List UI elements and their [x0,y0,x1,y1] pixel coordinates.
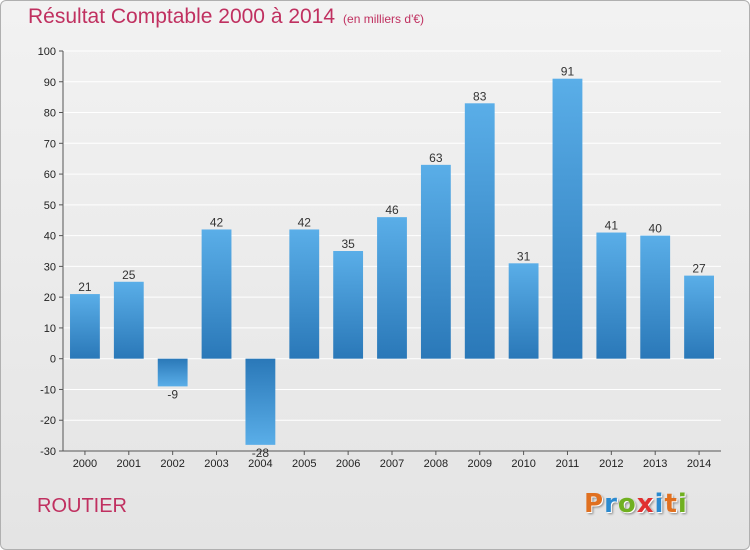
bar [464,103,495,359]
data-label: 91 [561,65,575,79]
y-tick-label: -20 [40,415,56,427]
logo-letter: P [584,489,605,519]
x-tick-label: 2008 [424,458,448,470]
y-tick-label: 40 [44,231,56,243]
data-label: -28 [252,446,270,460]
y-tick-label: 80 [44,108,56,120]
data-label: 21 [78,280,92,294]
bar [201,229,232,359]
x-tick-label: 2012 [599,458,623,470]
bar [640,235,671,359]
y-tick-label: 70 [44,138,56,150]
x-tick-label: 2013 [643,458,667,470]
x-tick-label: 2009 [467,458,491,470]
bar [420,164,451,359]
x-tick-label: 2002 [160,458,184,470]
x-tick-label: 2000 [73,458,97,470]
bar [333,251,364,359]
bar [289,229,320,359]
bar [596,232,627,359]
commune-name: ROUTIER [37,495,127,517]
chart-subtitle: (en milliers d'€) [343,12,425,26]
data-label: 31 [517,249,531,263]
bars [70,78,714,445]
data-labels: 21 25 -9 42 -28 42 35 46 63 83 31 91 41 40 27 [78,65,706,460]
y-tick-label: 20 [44,292,56,304]
y-tick-label: 10 [44,323,56,335]
y-tick-label: 60 [44,169,56,181]
bar [552,78,583,359]
bar [70,294,100,359]
chart-title: Résultat Comptable 2000 à 2014 (en millie… [28,5,424,29]
bar [684,275,714,359]
logo-letter: i [654,489,665,519]
bar [245,358,276,445]
x-tick-label: 2011 [556,458,580,470]
logo-letter: r [604,489,618,519]
y-tick-label: 0 [50,354,56,366]
x-tick-label: 2004 [248,458,272,470]
y-tick-label: -10 [40,384,56,396]
data-label: 27 [692,262,706,276]
data-label: -9 [167,387,178,401]
bar [113,281,144,359]
data-label: 25 [122,268,136,282]
x-tick-label: 2001 [117,458,141,470]
y-tick-label: 30 [44,261,56,273]
data-label: 42 [298,215,312,229]
y-tick-label: -30 [40,446,56,458]
proxiti-logo: Proxiti [584,489,688,519]
x-tick-label: 2010 [511,458,535,470]
bar [508,263,539,359]
y-tick-label: 50 [44,200,56,212]
logo-letter: i [677,489,688,519]
logo-letter: x [636,489,655,519]
x-tick-label: 2007 [380,458,404,470]
bar [157,358,188,387]
x-tick-label: 2014 [687,458,711,470]
data-label: 35 [341,237,355,251]
y-tick-label: 100 [38,46,56,58]
title-text: Résultat Comptable 2000 à 2014 [28,5,336,28]
data-label: 42 [210,215,224,229]
data-label: 63 [429,151,443,165]
logo-letter: o [617,489,637,519]
x-tick-label: 2006 [336,458,360,470]
bar [377,217,407,359]
data-label: 41 [605,219,619,233]
x-tick-label: 2003 [204,458,228,470]
logo-letter: t [664,489,678,519]
data-label: 40 [649,222,663,236]
data-label: 46 [385,203,399,217]
x-tick-label: 2005 [292,458,316,470]
data-label: 83 [473,89,487,103]
y-tick-label: 90 [44,77,56,89]
